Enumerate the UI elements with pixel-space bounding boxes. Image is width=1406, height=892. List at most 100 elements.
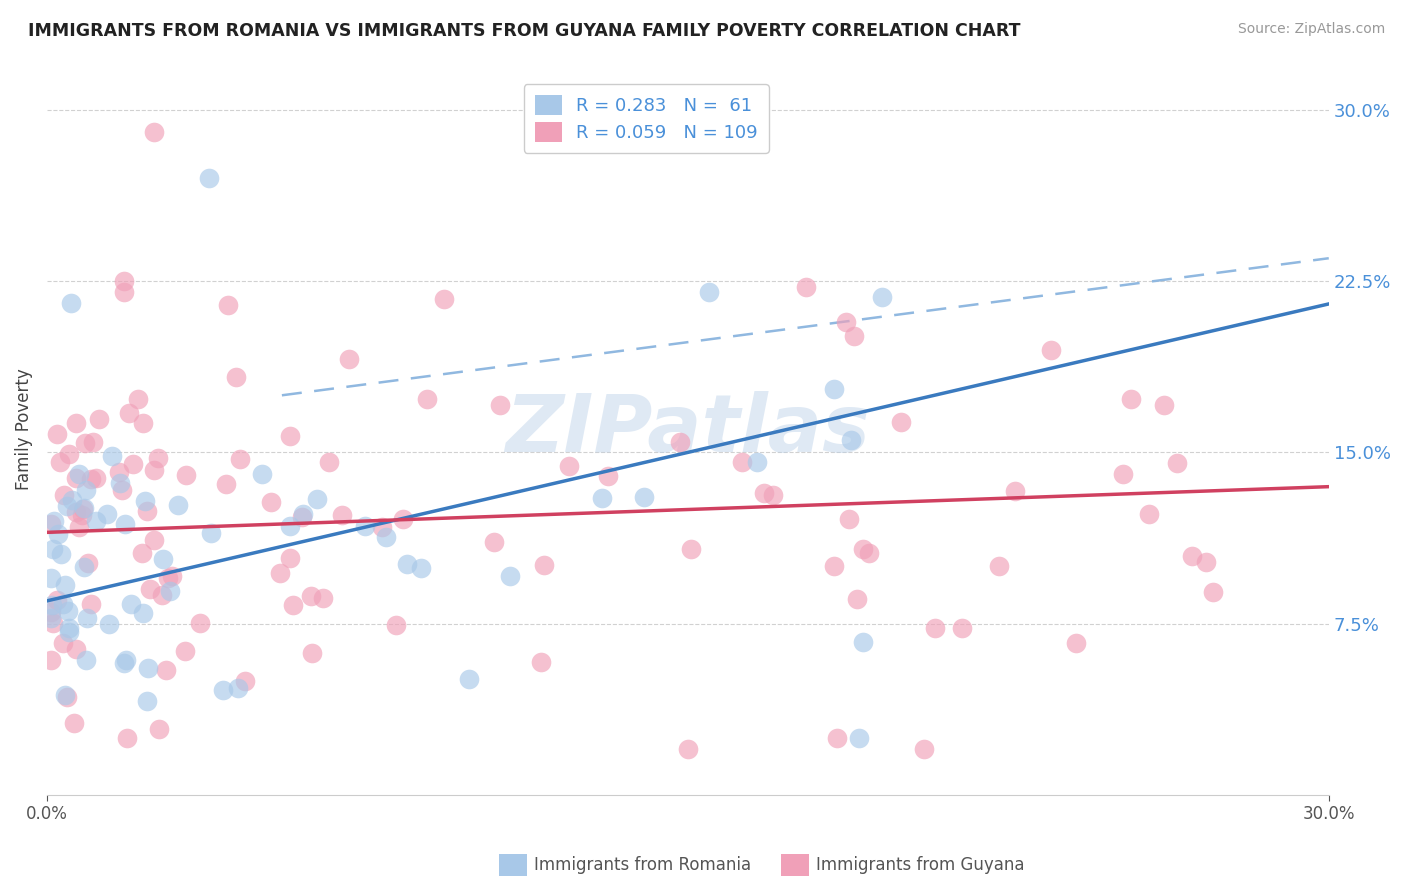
Point (76, 611, 98, 625)
Point (841, 433, 863, 447)
Point (458, 672, 481, 686)
Point (155, 663, 177, 677)
Point (58, 604, 80, 618)
Point (58, 624, 80, 639)
Point (370, 519, 392, 533)
Point (132, 607, 155, 621)
Point (41, 598, 63, 612)
Point (96, 508, 118, 522)
Point (108, 476, 131, 491)
Point (41, 615, 63, 630)
Point (63, 716, 86, 731)
Point (84, 514, 107, 528)
Point (87, 411, 110, 425)
Point (489, 398, 512, 412)
Text: ZIPatlas: ZIPatlas (505, 391, 870, 468)
Point (200, 526, 222, 541)
Point (52, 597, 75, 611)
Point (46, 526, 69, 541)
Point (56, 690, 79, 705)
Point (115, 653, 138, 667)
Point (842, 328, 865, 343)
Point (53, 578, 76, 592)
Point (75, 483, 97, 497)
Point (530, 656, 553, 670)
Point (330, 508, 353, 523)
Point (65, 416, 87, 430)
Point (67, 519, 90, 533)
Point (278, 551, 301, 566)
Point (591, 491, 613, 505)
Point (794, 280, 817, 294)
Point (924, 621, 946, 635)
Point (127, 392, 149, 406)
Point (73, 559, 96, 574)
Point (80, 472, 103, 486)
Point (49, 547, 72, 561)
Point (747, 455, 769, 469)
Point (633, 490, 655, 504)
Point (58, 446, 80, 460)
Point (135, 694, 157, 708)
Point (411, 561, 433, 575)
Point (131, 546, 153, 560)
Point (823, 382, 845, 396)
Point (110, 483, 132, 497)
Point (752, 486, 775, 500)
Point (52, 488, 75, 502)
Point (291, 510, 314, 524)
Point (307, 491, 329, 506)
Point (41, 605, 63, 619)
Point (987, 558, 1010, 573)
Point (762, 488, 785, 502)
Point (1195, 555, 1218, 569)
Point (292, 507, 315, 521)
Point (250, 467, 273, 481)
Point (42, 541, 65, 556)
Point (65, 641, 87, 656)
Point (42, 514, 65, 528)
Point (278, 519, 301, 533)
Point (299, 589, 322, 603)
Point (150, 588, 173, 602)
Point (174, 467, 197, 482)
Point (112, 656, 135, 670)
Point (385, 618, 408, 632)
Point (148, 722, 170, 736)
Point (188, 616, 211, 631)
Point (337, 351, 360, 366)
Point (107, 465, 129, 479)
Point (312, 591, 335, 605)
Point (858, 546, 880, 560)
Point (848, 731, 870, 745)
Point (143, 533, 166, 548)
Point (58, 621, 80, 635)
Point (870, 290, 893, 304)
Point (156, 571, 179, 585)
Point (217, 298, 239, 312)
Point (1181, 549, 1204, 563)
Point (353, 518, 375, 533)
Point (950, 621, 973, 635)
Point (56, 499, 79, 513)
Point (70, 508, 93, 523)
Point (375, 530, 398, 544)
Point (558, 459, 581, 474)
Point (852, 635, 875, 649)
Point (39, 516, 62, 531)
Point (215, 477, 238, 491)
Point (1040, 343, 1063, 357)
Point (1064, 636, 1087, 650)
Point (596, 468, 619, 483)
Point (65, 505, 87, 519)
Point (1004, 483, 1026, 498)
Point (1119, 392, 1142, 407)
Point (159, 583, 181, 598)
Point (162, 569, 184, 583)
Point (77, 556, 100, 570)
Point (318, 455, 340, 469)
Point (676, 742, 699, 756)
Point (890, 415, 912, 429)
Point (260, 495, 283, 509)
Point (52, 635, 75, 649)
